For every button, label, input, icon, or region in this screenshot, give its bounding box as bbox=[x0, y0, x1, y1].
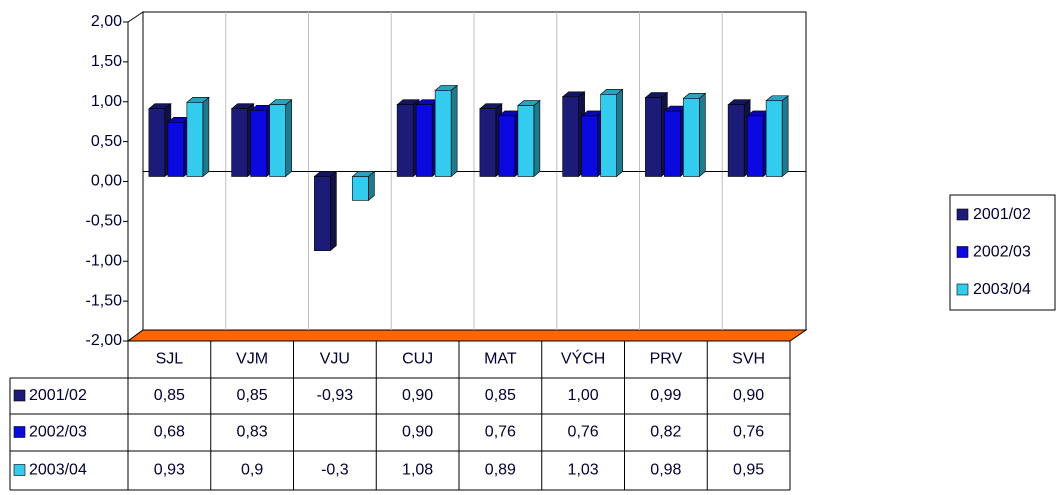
bar-side bbox=[616, 88, 623, 178]
legend-label: 2002/03 bbox=[973, 244, 1031, 261]
bar-front bbox=[231, 108, 248, 177]
table-cell: -0,3 bbox=[321, 462, 349, 479]
bar-front bbox=[581, 115, 598, 177]
bar-side bbox=[533, 99, 541, 178]
table-row-label: 2003/04 bbox=[29, 462, 87, 479]
bar bbox=[186, 96, 210, 178]
bar bbox=[682, 92, 707, 178]
table-cell: 0,83 bbox=[237, 424, 268, 441]
table-cell: 1,08 bbox=[402, 462, 433, 479]
bar-front bbox=[396, 104, 414, 177]
bar-front bbox=[498, 115, 516, 177]
x-tick-label: VJM bbox=[236, 351, 268, 368]
bar-front bbox=[683, 98, 700, 177]
legend-key bbox=[956, 246, 969, 258]
bar-side bbox=[202, 96, 210, 178]
table-cell: 0,89 bbox=[485, 462, 516, 479]
table-cell: 0,9 bbox=[241, 462, 263, 479]
bar bbox=[313, 170, 338, 252]
legend-key bbox=[956, 283, 969, 296]
x-tick-label: SJL bbox=[156, 351, 184, 368]
bar-front bbox=[415, 104, 433, 177]
x-tick-label: VÝCH bbox=[561, 349, 605, 368]
bar-front bbox=[250, 110, 267, 177]
bar bbox=[351, 170, 376, 202]
table-cell: 0,82 bbox=[650, 424, 681, 441]
legend-key bbox=[13, 426, 26, 438]
bar bbox=[517, 99, 541, 178]
table-cell: 0,93 bbox=[154, 462, 185, 479]
bar-front bbox=[645, 97, 662, 177]
table-cell: 0,68 bbox=[154, 424, 185, 441]
bar-front bbox=[479, 108, 497, 177]
bar-front bbox=[600, 94, 617, 177]
legend-label: 2003/04 bbox=[973, 281, 1031, 298]
legend-key bbox=[956, 208, 969, 221]
y-tick-label: -0,50 bbox=[86, 213, 123, 230]
table-cell: 0,95 bbox=[733, 462, 764, 479]
table-cell: 0,76 bbox=[485, 424, 516, 441]
bar-front bbox=[167, 121, 185, 177]
table-cell: 0,90 bbox=[402, 387, 433, 404]
bar-side bbox=[699, 92, 706, 178]
y-tick-label: -1,50 bbox=[86, 292, 123, 309]
bar-side bbox=[781, 95, 789, 178]
bar-front bbox=[186, 102, 204, 177]
bar-front bbox=[434, 90, 452, 177]
bar-front bbox=[269, 104, 286, 177]
table-cell: 0,85 bbox=[237, 387, 268, 404]
floor bbox=[126, 329, 808, 342]
y-tick-label: 0,50 bbox=[91, 133, 122, 150]
bar-front bbox=[352, 176, 369, 201]
table-cell: 0,90 bbox=[402, 424, 433, 441]
x-tick-label: VJU bbox=[320, 351, 350, 368]
table-cell: 0,76 bbox=[568, 424, 599, 441]
bar-side bbox=[450, 84, 458, 178]
bar-front bbox=[746, 115, 764, 177]
bar-front bbox=[765, 100, 783, 177]
bar bbox=[230, 103, 255, 178]
table-cell: 0,85 bbox=[154, 387, 185, 404]
y-tick-label: -2,00 bbox=[86, 332, 123, 349]
side-wall bbox=[127, 11, 144, 342]
table-cell: 1,00 bbox=[568, 387, 599, 404]
bar-front bbox=[562, 96, 579, 177]
bar-front bbox=[314, 176, 331, 251]
table-cell: 0,99 bbox=[650, 387, 681, 404]
table-row-label: 2001/02 bbox=[29, 387, 87, 404]
bar bbox=[599, 88, 624, 178]
x-tick-label: CUJ bbox=[402, 351, 433, 368]
legend-key bbox=[13, 389, 26, 402]
x-tick-label: SVH bbox=[732, 351, 765, 368]
y-tick-label: -1,00 bbox=[86, 252, 123, 269]
legend-label: 2001/02 bbox=[973, 206, 1031, 223]
table-cell: 0,85 bbox=[485, 387, 516, 404]
table-row-label: 2002/03 bbox=[29, 424, 87, 441]
bar-side bbox=[285, 99, 292, 178]
bar bbox=[268, 99, 293, 178]
bar bbox=[148, 103, 172, 178]
bar-front bbox=[664, 110, 681, 177]
bar bbox=[765, 95, 789, 178]
table-cell: -0,93 bbox=[317, 387, 354, 404]
bar bbox=[434, 84, 458, 178]
y-tick-label: 1,00 bbox=[91, 93, 122, 110]
bar-front bbox=[517, 105, 535, 177]
table-cell: 0,90 bbox=[733, 387, 764, 404]
bar bbox=[167, 116, 191, 178]
table-cell: 1,03 bbox=[568, 462, 599, 479]
y-tick-label: 2,00 bbox=[91, 13, 122, 30]
bar-front bbox=[148, 108, 166, 177]
bar-side bbox=[330, 170, 337, 252]
x-tick-label: MAT bbox=[484, 351, 517, 368]
table-cell: 0,98 bbox=[650, 462, 681, 479]
bar-front bbox=[727, 104, 745, 177]
x-tick-label: PRV bbox=[650, 351, 683, 368]
y-tick-label: 1,50 bbox=[91, 53, 122, 70]
y-tick-label: 0,00 bbox=[91, 173, 122, 190]
legend-key bbox=[13, 464, 26, 476]
table-cell: 0,76 bbox=[733, 424, 764, 441]
